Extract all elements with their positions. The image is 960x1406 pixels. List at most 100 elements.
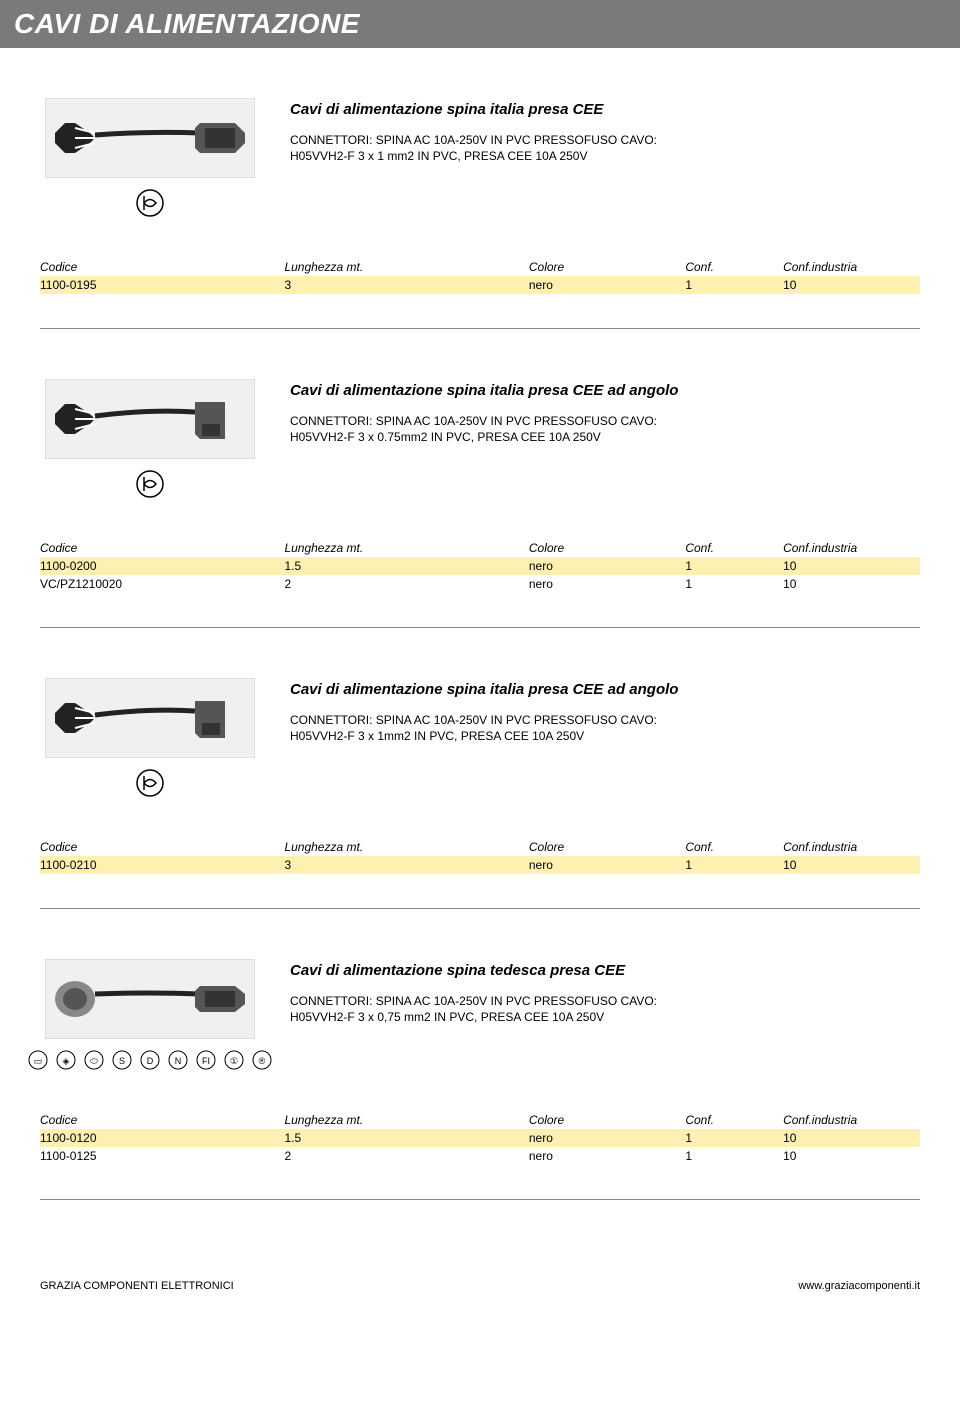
th-colore: Colore — [529, 260, 685, 274]
product-section: ▭◈⬭SDNFI①® Cavi di alimentazione spina t… — [0, 959, 960, 1165]
product-desc-line: H05VVH2-F 3 x 0.75mm2 IN PVC, PRESA CEE … — [290, 429, 920, 446]
cell-lunghezza: 1.5 — [284, 559, 528, 573]
page-header: CAVI DI ALIMENTAZIONE — [0, 0, 960, 48]
cell-conf-industria: 10 — [783, 1149, 920, 1163]
product-image — [45, 959, 255, 1039]
product-image — [45, 379, 255, 459]
cell-conf: 1 — [685, 1149, 783, 1163]
th-colore: Colore — [529, 840, 685, 854]
product-text-column: Cavi di alimentazione spina tedesca pres… — [290, 959, 920, 1026]
svg-text:D: D — [147, 1056, 154, 1066]
certification-icon — [135, 768, 165, 798]
cell-codice: 1100-0210 — [40, 858, 284, 872]
product-section: Cavi di alimentazione spina italia presa… — [0, 98, 960, 294]
product-image-column — [40, 379, 260, 499]
product-desc-line: H05VVH2-F 3 x 1mm2 IN PVC, PRESA CEE 10A… — [290, 728, 920, 745]
product-image — [45, 98, 255, 178]
table-row: 1100-0125 2 nero 1 10 — [40, 1147, 920, 1165]
table-row: 1100-0200 1.5 nero 1 10 — [40, 557, 920, 575]
svg-text:①: ① — [230, 1056, 238, 1066]
product-title: Cavi di alimentazione spina italia presa… — [290, 381, 920, 401]
cell-lunghezza: 2 — [284, 1149, 528, 1163]
table-header: Codice Lunghezza mt. Colore Conf. Conf.i… — [40, 1111, 920, 1129]
cell-colore: nero — [529, 1149, 685, 1163]
table-header: Codice Lunghezza mt. Colore Conf. Conf.i… — [40, 838, 920, 856]
th-conf-industria: Conf.industria — [783, 840, 920, 854]
th-lunghezza: Lunghezza mt. — [284, 840, 528, 854]
svg-text:S: S — [119, 1056, 125, 1066]
product-desc-line: CONNETTORI: SPINA AC 10A-250V IN PVC PRE… — [290, 712, 920, 729]
cell-conf-industria: 10 — [783, 577, 920, 591]
table-row: VC/PZ1210020 2 nero 1 10 — [40, 575, 920, 593]
cell-lunghezza: 1.5 — [284, 1131, 528, 1145]
th-conf-industria: Conf.industria — [783, 1113, 920, 1127]
th-lunghezza: Lunghezza mt. — [284, 1113, 528, 1127]
sections-container: Cavi di alimentazione spina italia presa… — [0, 98, 960, 1200]
cell-conf-industria: 10 — [783, 559, 920, 573]
svg-text:N: N — [175, 1056, 182, 1066]
certification-icon — [135, 188, 165, 218]
th-conf-industria: Conf.industria — [783, 260, 920, 274]
cell-colore: nero — [529, 1131, 685, 1145]
section-divider — [40, 328, 920, 329]
th-codice: Codice — [40, 541, 284, 555]
product-table: Codice Lunghezza mt. Colore Conf. Conf.i… — [40, 539, 920, 593]
product-table: Codice Lunghezza mt. Colore Conf. Conf.i… — [40, 258, 920, 294]
svg-text:®: ® — [259, 1056, 266, 1066]
cell-lunghezza: 2 — [284, 577, 528, 591]
table-row: 1100-0210 3 nero 1 10 — [40, 856, 920, 874]
cell-conf-industria: 10 — [783, 278, 920, 292]
table-header: Codice Lunghezza mt. Colore Conf. Conf.i… — [40, 258, 920, 276]
product-top: Cavi di alimentazione spina italia presa… — [40, 379, 920, 499]
cell-lunghezza: 3 — [284, 278, 528, 292]
product-title: Cavi di alimentazione spina tedesca pres… — [290, 961, 920, 981]
product-title: Cavi di alimentazione spina italia presa… — [290, 100, 920, 120]
page-title: CAVI DI ALIMENTAZIONE — [14, 8, 360, 39]
cell-codice: 1100-0125 — [40, 1149, 284, 1163]
product-section: Cavi di alimentazione spina italia presa… — [0, 678, 960, 874]
svg-text:▭: ▭ — [34, 1056, 43, 1066]
product-desc-line: H05VVH2-F 3 x 0,75 mm2 IN PVC, PRESA CEE… — [290, 1009, 920, 1026]
th-conf: Conf. — [685, 840, 783, 854]
table-header: Codice Lunghezza mt. Colore Conf. Conf.i… — [40, 539, 920, 557]
table-row: 1100-0195 3 nero 1 10 — [40, 276, 920, 294]
th-conf: Conf. — [685, 541, 783, 555]
product-text-column: Cavi di alimentazione spina italia presa… — [290, 678, 920, 745]
th-codice: Codice — [40, 840, 284, 854]
cell-colore: nero — [529, 577, 685, 591]
product-text-column: Cavi di alimentazione spina italia presa… — [290, 379, 920, 446]
product-image — [45, 678, 255, 758]
product-top: ▭◈⬭SDNFI①® Cavi di alimentazione spina t… — [40, 959, 920, 1071]
cell-conf: 1 — [685, 858, 783, 872]
certification-icons: ▭◈⬭SDNFI①® — [27, 1049, 273, 1071]
cell-conf: 1 — [685, 559, 783, 573]
cell-codice: VC/PZ1210020 — [40, 577, 284, 591]
footer-left: GRAZIA COMPONENTI ELETTRONICI — [40, 1280, 234, 1292]
th-codice: Codice — [40, 1113, 284, 1127]
product-top: Cavi di alimentazione spina italia presa… — [40, 98, 920, 218]
th-conf-industria: Conf.industria — [783, 541, 920, 555]
product-desc-line: CONNETTORI: SPINA AC 10A-250V IN PVC PRE… — [290, 132, 920, 149]
cell-codice: 1100-0120 — [40, 1131, 284, 1145]
section-divider — [40, 908, 920, 909]
footer-right: www.graziacomponenti.it — [798, 1280, 920, 1292]
th-lunghezza: Lunghezza mt. — [284, 541, 528, 555]
section-divider — [40, 627, 920, 628]
th-conf: Conf. — [685, 1113, 783, 1127]
cell-lunghezza: 3 — [284, 858, 528, 872]
th-codice: Codice — [40, 260, 284, 274]
svg-text:⬭: ⬭ — [90, 1056, 98, 1066]
certification-icon — [135, 469, 165, 499]
product-section: Cavi di alimentazione spina italia presa… — [0, 379, 960, 593]
cell-conf-industria: 10 — [783, 1131, 920, 1145]
cell-colore: nero — [529, 278, 685, 292]
product-desc-line: H05VVH2-F 3 x 1 mm2 IN PVC, PRESA CEE 10… — [290, 148, 920, 165]
product-top: Cavi di alimentazione spina italia presa… — [40, 678, 920, 798]
product-image-column — [40, 678, 260, 798]
th-lunghezza: Lunghezza mt. — [284, 260, 528, 274]
cell-conf: 1 — [685, 1131, 783, 1145]
cell-conf: 1 — [685, 577, 783, 591]
cell-codice: 1100-0200 — [40, 559, 284, 573]
product-table: Codice Lunghezza mt. Colore Conf. Conf.i… — [40, 838, 920, 874]
product-image-column: ▭◈⬭SDNFI①® — [40, 959, 260, 1071]
